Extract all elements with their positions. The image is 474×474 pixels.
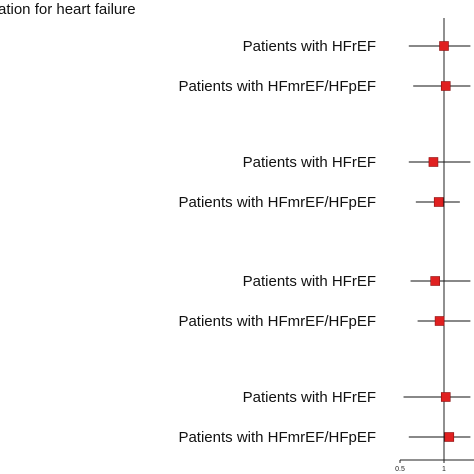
x-ticks-layer: 0.5 1 [395, 460, 446, 473]
forest-row: Patients with HFmrEF/HFpEF [178, 78, 471, 95]
rows-layer: Patients with HFrEF Patients with HFmrEF/… [178, 38, 471, 446]
estimate-marker [428, 157, 439, 167]
row-label: Patients with HFmrEF/HFpEF [178, 78, 376, 95]
row-label: Patients with HFrEF [243, 38, 376, 55]
estimate-marker [433, 197, 444, 207]
forest-row: Patients with HFrEF [243, 154, 471, 171]
row-label: Patients with HFrEF [243, 273, 376, 290]
row-label: Patients with HFrEF [243, 389, 376, 406]
estimate-marker [434, 316, 445, 326]
forest-row: Patients with HFrEF [243, 273, 471, 290]
estimate-marker [444, 432, 455, 442]
estimate-marker [439, 41, 449, 51]
forest-row: Patients with HFmrEF/HFpEF [178, 194, 460, 211]
forest-row: Patients with HFrEF [243, 389, 471, 406]
row-label: Patients with HFrEF [243, 154, 376, 171]
estimate-marker [440, 392, 451, 402]
estimate-marker [430, 276, 441, 286]
estimate-marker [440, 81, 451, 91]
row-label: Patients with HFmrEF/HFpEF [178, 313, 376, 330]
row-label: Patients with HFmrEF/HFpEF [178, 429, 376, 446]
chart-title: ation for heart failure [0, 1, 136, 18]
forest-row: Patients with HFrEF [243, 38, 471, 55]
row-label: Patients with HFmrEF/HFpEF [178, 194, 376, 211]
forest-row: Patients with HFmrEF/HFpEF [178, 429, 471, 446]
x-tick-label: 0.5 [395, 466, 405, 473]
x-tick-label: 1 [442, 466, 446, 473]
forest-row: Patients with HFmrEF/HFpEF [178, 313, 471, 330]
